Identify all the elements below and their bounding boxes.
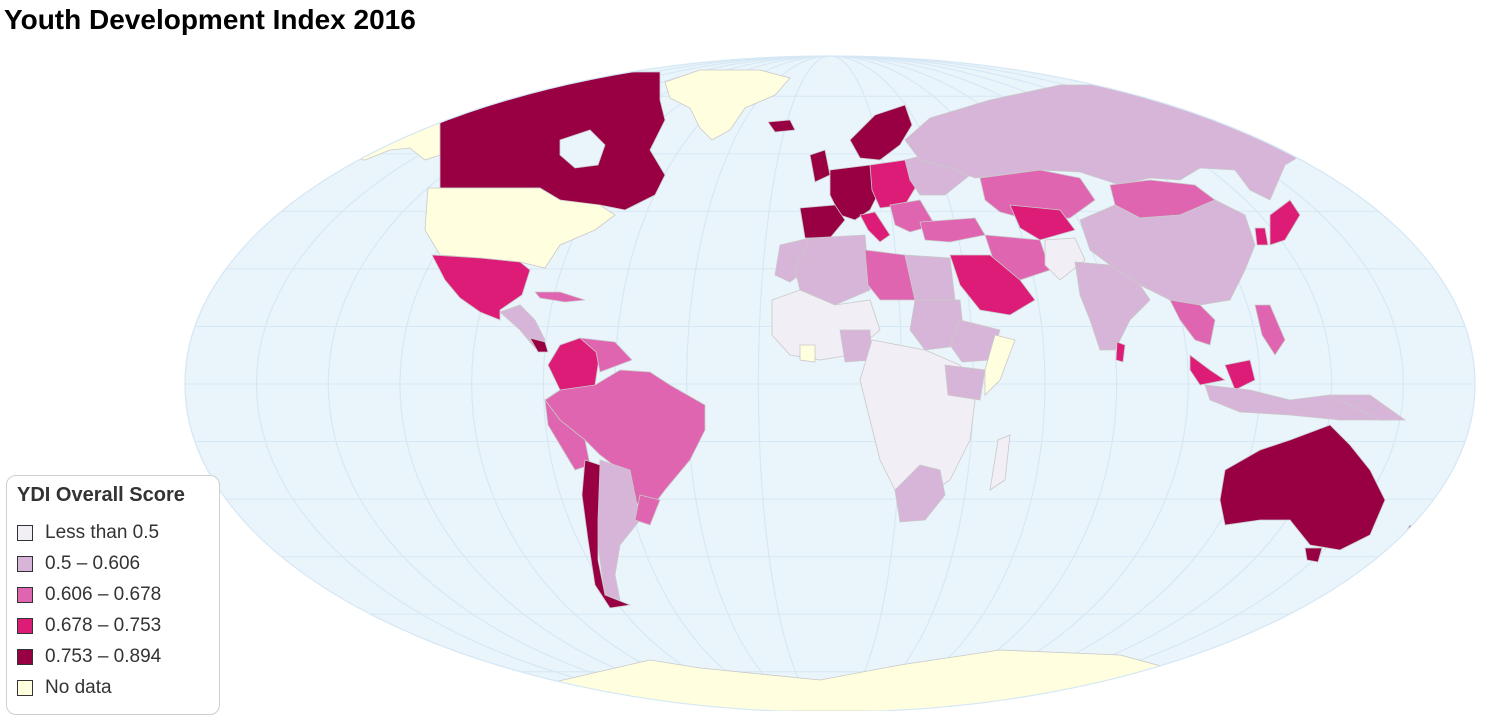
region-united-states[interactable]: [424, 187, 616, 269]
region-mexico[interactable]: [431, 254, 531, 321]
region-japan[interactable]: [1269, 199, 1301, 246]
legend-title: YDI Overall Score: [17, 484, 185, 506]
region-somalia[interactable]: [984, 334, 1016, 396]
region-libya[interactable]: [864, 249, 916, 301]
region-saudi-arabia[interactable]: [949, 254, 1036, 316]
region-afghanistan[interactable]: [1044, 237, 1086, 281]
region-venezuela[interactable]: [578, 337, 633, 373]
legend-item-0-678-0-753[interactable]: 0.678 – 0.753: [17, 610, 219, 641]
region-kenya[interactable]: [944, 364, 986, 401]
legend-swatch: [17, 679, 33, 696]
globe-outline: [184, 55, 1476, 711]
map-title: Youth Development Index 2016: [4, 4, 416, 35]
legend-swatch: [17, 648, 33, 665]
region-borneo[interactable]: [1224, 359, 1256, 391]
region-greenland[interactable]: [664, 69, 791, 141]
region-turkey[interactable]: [919, 217, 986, 243]
region-sudan[interactable]: [909, 299, 966, 351]
legend-label: 0.606 – 0.678: [45, 583, 162, 605]
legend-label: 0.5 – 0.606: [45, 552, 141, 574]
region-philippines[interactable]: [1254, 304, 1286, 356]
region-tasmania[interactable]: [1304, 547, 1323, 563]
region-malaysia[interactable]: [1189, 354, 1227, 386]
region-india[interactable]: [1074, 261, 1151, 351]
legend-swatch: [17, 617, 33, 634]
region-central-asia[interactable]: [1009, 204, 1076, 241]
hudson-bay: [559, 129, 606, 169]
region-uruguay[interactable]: [634, 494, 661, 526]
region-cuba[interactable]: [534, 291, 586, 303]
legend-label: Less than 0.5: [45, 521, 160, 543]
region-costa-rica[interactable]: [529, 337, 549, 353]
region-south-africa[interactable]: [894, 464, 946, 523]
region-kazakhstan[interactable]: [979, 169, 1096, 221]
legend-label: No data: [45, 676, 112, 698]
region-peru[interactable]: [544, 398, 591, 471]
region-iceland[interactable]: [767, 119, 796, 133]
region-madagascar[interactable]: [989, 434, 1011, 491]
region-thailand[interactable]: [1169, 299, 1216, 346]
legend-item-0-753-0-894[interactable]: 0.753 – 0.894: [17, 641, 219, 672]
legend-item-0-606-0-678[interactable]: 0.606 – 0.678: [17, 579, 219, 610]
region-ghana[interactable]: [799, 344, 816, 363]
legend-swatch: [17, 555, 33, 572]
region-papua[interactable]: [1329, 394, 1407, 421]
legend-label: 0.753 – 0.894: [45, 645, 162, 667]
region-ethiopia[interactable]: [949, 319, 1001, 363]
region-australia[interactable]: [1219, 424, 1386, 551]
legend-swatch: [17, 524, 33, 541]
region-spain[interactable]: [799, 204, 846, 239]
region-scandinavia[interactable]: [849, 104, 913, 161]
legend-item-less-than-0-5[interactable]: Less than 0.5: [17, 517, 219, 548]
region-central-america[interactable]: [499, 304, 546, 349]
legend: YDI Overall Score Less than 0.5 0.5 – 0.…: [6, 475, 220, 715]
legend-item-0-5-0-606[interactable]: 0.5 – 0.606: [17, 548, 219, 579]
region-italy[interactable]: [859, 211, 891, 243]
legend-swatch: [17, 586, 33, 603]
legend-label: 0.678 – 0.753: [45, 614, 162, 636]
region-south-korea[interactable]: [1254, 227, 1269, 246]
region-chile[interactable]: [581, 459, 632, 609]
region-sri-lanka[interactable]: [1115, 341, 1126, 363]
legend-item-no-data[interactable]: No data: [17, 672, 219, 703]
